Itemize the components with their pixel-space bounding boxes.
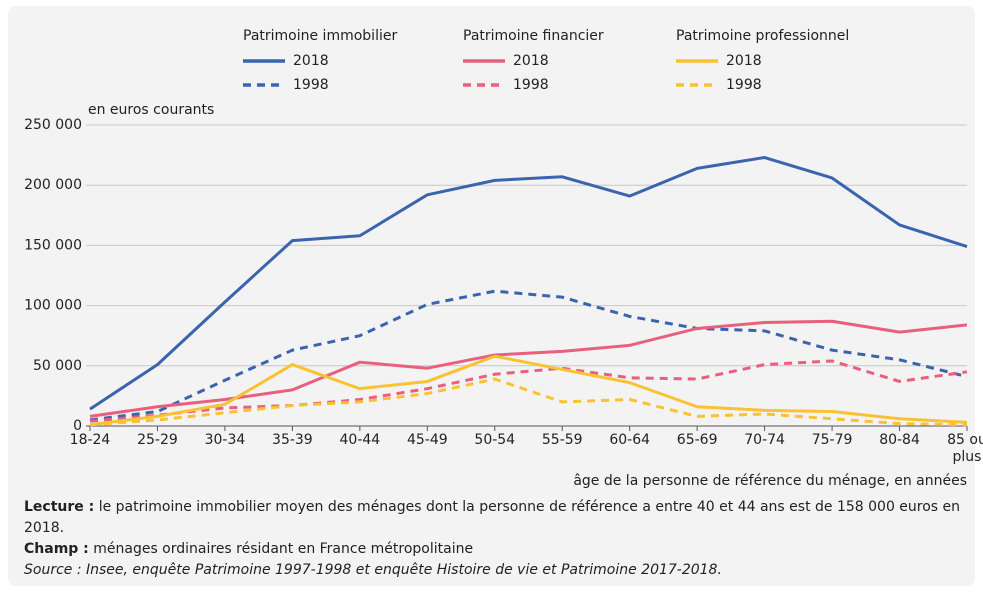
data-line [89,319,968,418]
x-tick-label: 80-84 [879,432,920,448]
x-tick-label: 25-29 [137,432,178,448]
legend-label: 2018 [293,53,329,69]
y-tick-label: 200 000 [24,177,82,193]
panel [8,6,975,586]
x-tick-label: 40-44 [339,432,381,448]
y-tick-label: 150 000 [24,237,82,253]
note-label: Lecture : [24,499,95,515]
x-tick-label: 70-74 [744,432,785,448]
x-tick-label: 50-54 [474,432,516,448]
legend-group-title: Patrimoine immobilier [243,28,397,44]
source: Source : Insee, enquête Patrimoine 1997-… [24,562,722,578]
data-line [89,354,968,427]
data-line [89,377,968,427]
note-text: le patrimoine immobilier moyen des ménag… [24,499,961,536]
legend-group-title: Patrimoine financier [463,28,604,44]
data-line [89,156,968,411]
y-tick-label: 250 000 [24,117,82,133]
x-tick-label: 30-34 [204,432,246,448]
x-tick-label: 60-64 [609,432,651,448]
legend-group-title: Patrimoine professionnel [676,28,849,44]
note: Lecture : le patrimoine immobilier moyen… [24,497,964,539]
x-tick-label: 65-69 [676,432,718,448]
x-tick-label: 75-79 [811,432,853,448]
x-tick-label: 85 ou plus [947,432,983,465]
legend-label: 2018 [513,53,549,69]
legend-label: 1998 [513,77,549,93]
data-line [89,359,968,423]
x-tick-label: 55-59 [541,432,583,448]
y-unit-label: en euros courants [88,102,214,118]
x-tick-label: 18-24 [69,432,111,448]
y-tick-label: 50 000 [33,358,82,374]
note-label: Champ : [24,541,89,557]
legend-label: 1998 [293,77,329,93]
x-axis-label: âge de la personne de référence du ménag… [573,473,967,489]
y-tick-label: 100 000 [24,298,82,314]
x-tick-label: 35-39 [272,432,313,448]
x-tick-label: 45-49 [406,432,448,448]
legend-label: 2018 [726,53,762,69]
legend-label: 1998 [726,77,762,93]
note: Champ : ménages ordinaires résidant en F… [24,539,964,560]
note-text: ménages ordinaires résidant en France mé… [93,541,474,557]
data-line [89,289,968,422]
y-tick-label: 0 [73,418,82,434]
